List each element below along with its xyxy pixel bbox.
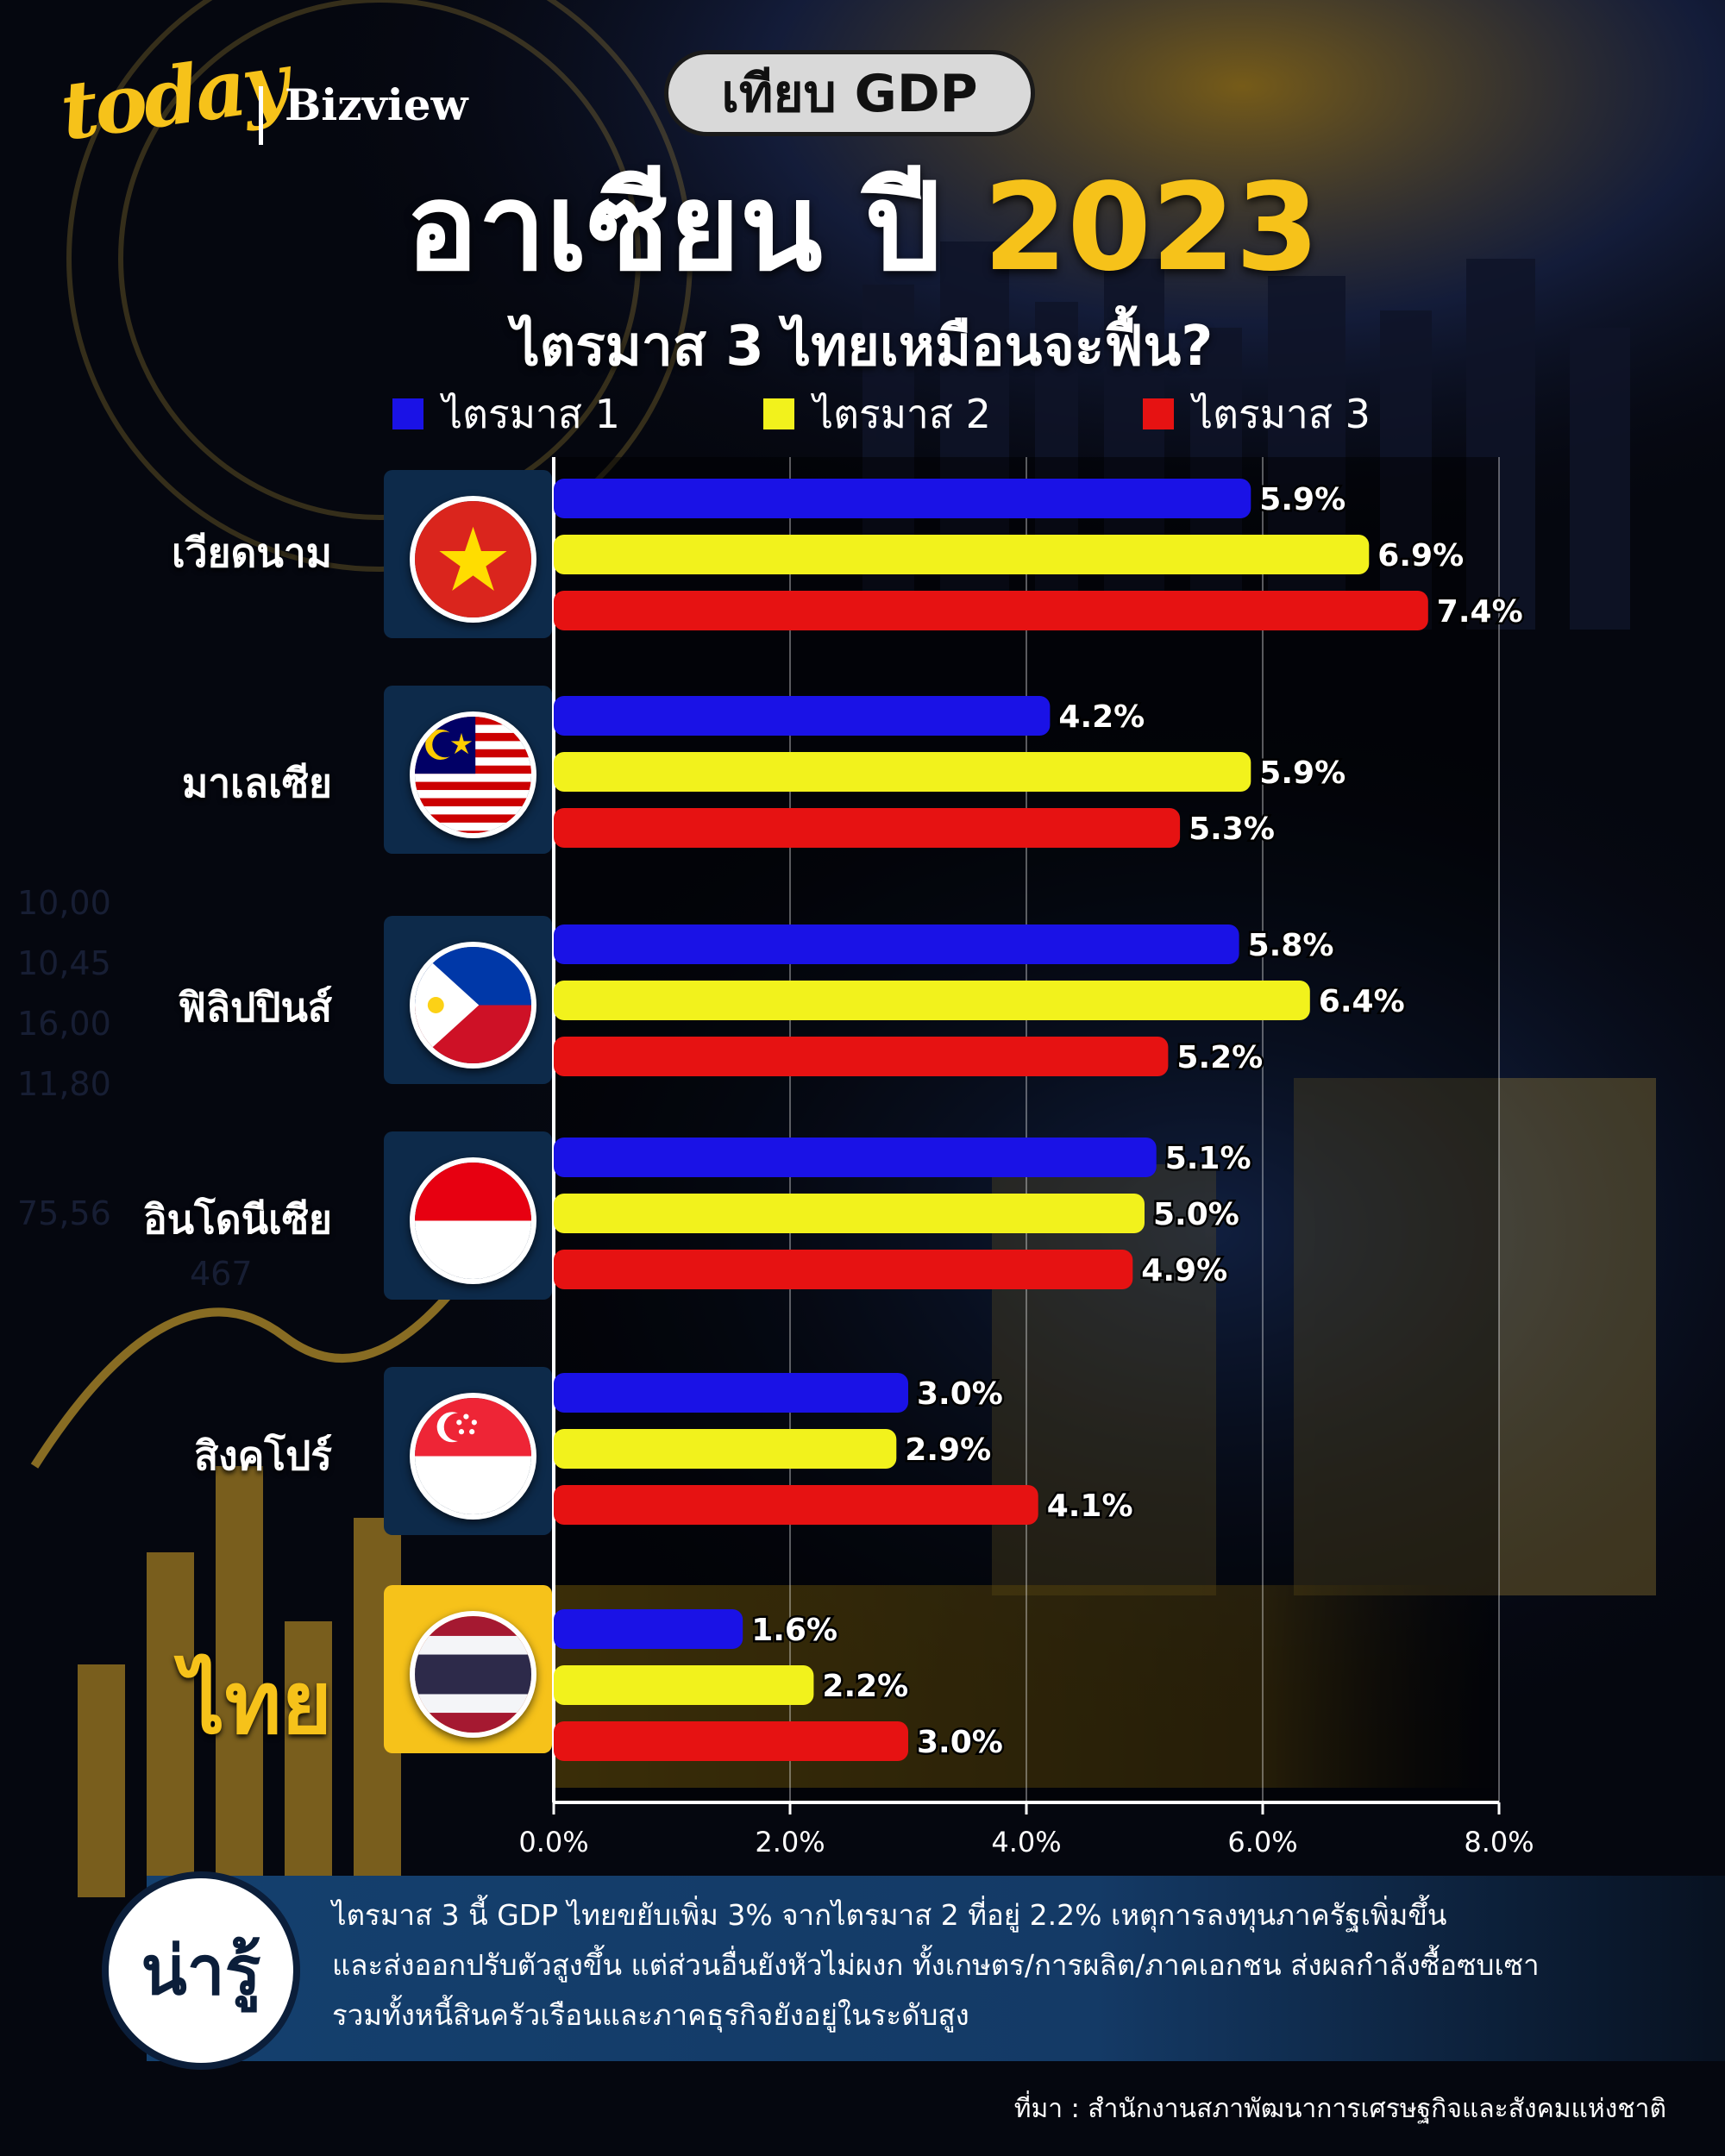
bar [554, 752, 1251, 792]
note-text: ไตรมาส 3 นี้ GDP ไทยขยับเพิ่ม 3% จากไตรม… [332, 1890, 1678, 2040]
source-credit: ที่มา : สำนักงานสภาพัฒนาการเศรษฐกิจและสั… [1013, 2094, 1666, 2124]
x-tick-label: 6.0% [1227, 1826, 1297, 1858]
legend-label-q1: ไตรมาส 1 [442, 390, 620, 437]
country-label-indonesia: อินโดนีเซีย [143, 1196, 332, 1243]
legend-swatch-q1 [392, 398, 423, 429]
flag-panel-philippines [384, 916, 552, 1084]
x-tick-label: 4.0% [991, 1826, 1061, 1858]
data-label: 2.2% [822, 1669, 908, 1704]
x-tick-label: 0.0% [518, 1826, 588, 1858]
note-line-3: รวมทั้งหนี้สินครัวเรือนและภาคธุรกิจยังอย… [332, 1998, 969, 2032]
vietnam-flag-icon [410, 496, 536, 623]
title-main: อาเซียน ปี [405, 158, 942, 298]
data-label: 4.2% [1058, 699, 1145, 735]
data-label: 6.4% [1319, 984, 1405, 1019]
svg-text:10,00: 10,00 [17, 884, 111, 922]
philippines-flag-icon [410, 942, 536, 1069]
compare-gdp-badge: เทียบ GDP [664, 50, 1035, 136]
data-label: 4.1% [1047, 1489, 1133, 1524]
country-label-malaysia: มาเลเซีย [182, 760, 332, 806]
data-label: 2.9% [905, 1432, 991, 1468]
country-label-thailand: ไทย [181, 1652, 332, 1753]
data-label: 7.4% [1437, 594, 1523, 630]
note-line-1: ไตรมาส 3 นี้ GDP ไทยขยับเพิ่ม 3% จากไตรม… [332, 1898, 1447, 1932]
legend-label-q2: ไตรมาส 2 [813, 390, 991, 437]
legend-item-q2: ไตรมาส 2 [763, 391, 991, 437]
bar [554, 924, 1239, 964]
did-you-know-badge: น่ารู้ [102, 1871, 300, 2070]
bar [554, 1429, 897, 1469]
data-label: 5.8% [1248, 928, 1334, 963]
data-label: 3.0% [917, 1725, 1003, 1760]
flag-panel-thailand [384, 1585, 552, 1753]
country-label-philippines: ฟิลิปปินส์ [178, 984, 332, 1031]
bar [554, 591, 1428, 630]
logo-divider [259, 86, 263, 145]
bar [554, 808, 1181, 848]
data-label: 3.0% [917, 1376, 1003, 1412]
flag-panel-indonesia [384, 1131, 552, 1300]
bar [554, 981, 1310, 1020]
data-label: 6.9% [1377, 538, 1464, 573]
plot-area [554, 457, 1499, 1802]
thailand-flag-icon [410, 1611, 536, 1738]
bar [554, 479, 1251, 518]
x-tick-label: 2.0% [755, 1826, 825, 1858]
singapore-flag-icon [410, 1393, 536, 1520]
data-label: 1.6% [751, 1613, 837, 1648]
data-label: 5.3% [1189, 812, 1275, 847]
bar [554, 1721, 908, 1761]
bar [554, 1665, 814, 1705]
country-label-vietnam: เวียดนาม [172, 530, 332, 576]
legend-item-q1: ไตรมาส 1 [392, 391, 620, 437]
data-label: 5.2% [1176, 1040, 1263, 1075]
flag-panel-vietnam [384, 470, 552, 638]
bizview-logo: Bizview [285, 79, 468, 130]
svg-text:10,45: 10,45 [17, 944, 111, 982]
bar [554, 1250, 1133, 1289]
svg-text:11,80: 11,80 [17, 1065, 111, 1103]
page-title: อาเซียน ปี 2023 [0, 155, 1725, 302]
title-year: 2023 [983, 158, 1320, 298]
bar [554, 696, 1051, 736]
data-label: 5.9% [1259, 482, 1346, 517]
bar [554, 1373, 908, 1413]
data-label: 5.1% [1165, 1141, 1251, 1176]
svg-text:75,56: 75,56 [17, 1194, 111, 1232]
legend-swatch-q2 [763, 398, 794, 429]
svg-text:16,00: 16,00 [17, 1005, 111, 1043]
data-label: 4.9% [1141, 1253, 1227, 1288]
country-label-singapore: สิงคโปร์ [194, 1432, 332, 1479]
note-panel [147, 1876, 1725, 2061]
bar [554, 1037, 1169, 1076]
x-tick-label: 8.0% [1464, 1826, 1534, 1858]
bar [554, 1485, 1038, 1525]
bar [554, 1609, 743, 1649]
indonesia-flag-icon [410, 1157, 536, 1284]
legend-item-q3: ไตรมาส 3 [1143, 391, 1371, 437]
data-label: 5.0% [1153, 1197, 1239, 1232]
page-subtitle: ไตรมาส 3 ไทยเหมือนจะฟื้น? [511, 315, 1214, 379]
flag-panel-malaysia [384, 686, 552, 854]
legend-label-q3: ไตรมาส 3 [1193, 390, 1371, 437]
legend-swatch-q3 [1143, 398, 1174, 429]
malaysia-flag-icon [410, 711, 536, 838]
bar [554, 1138, 1157, 1177]
bar [554, 535, 1370, 574]
data-label: 5.9% [1259, 755, 1346, 791]
note-line-2: และส่งออกปรับตัวสูงขึ้น แต่ส่วนอื่นยังหั… [332, 1948, 1540, 1982]
bar [554, 1194, 1145, 1233]
svg-text:467: 467 [190, 1255, 253, 1293]
flag-panel-singapore [384, 1367, 552, 1535]
